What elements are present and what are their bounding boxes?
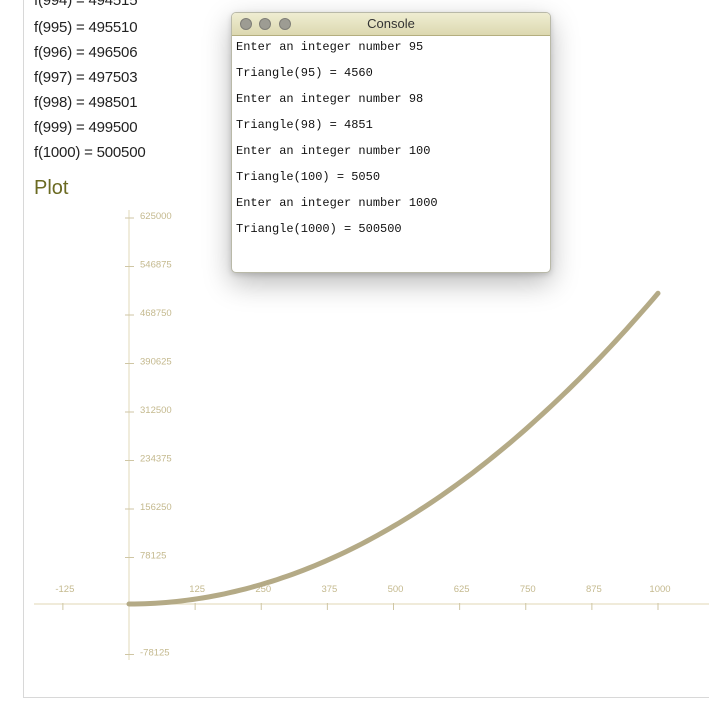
- y-tick-label: 546875: [140, 260, 172, 271]
- x-tick-label: 625: [454, 584, 470, 595]
- x-tick-label: -125: [55, 584, 74, 595]
- console-line: Triangle(95) = 4560: [236, 64, 546, 90]
- y-tick-label: 312500: [140, 405, 172, 416]
- x-tick-label: 750: [520, 584, 536, 595]
- console-line: Enter an integer number 98: [236, 90, 546, 116]
- console-line: Enter an integer number 95: [236, 38, 546, 64]
- plot-ticks: -125 125 250 375 500 625 750 875 100062500054687…: [55, 211, 670, 659]
- y-tick-label: 468750: [140, 308, 172, 319]
- console-line: Triangle(1000) = 500500: [236, 220, 546, 246]
- x-tick-label: 1000: [649, 584, 670, 595]
- x-tick-label: 375: [321, 584, 337, 595]
- x-tick-label: 875: [586, 584, 602, 595]
- console-title: Console: [232, 16, 550, 31]
- y-tick-label: 625000: [140, 211, 172, 222]
- plot-curve: [129, 293, 658, 604]
- y-tick-label: 78125: [140, 551, 166, 562]
- x-tick-label: 125: [189, 584, 205, 595]
- x-tick-label: 500: [388, 584, 404, 595]
- console-output[interactable]: Enter an integer number 95 Triangle(95) …: [232, 36, 550, 248]
- console-line: Enter an integer number 100: [236, 142, 546, 168]
- y-tick-label: 234375: [140, 454, 172, 465]
- console-line: Triangle(100) = 5050: [236, 168, 546, 194]
- y-tick-label: 156250: [140, 502, 172, 513]
- y-tick-label: -78125: [140, 648, 170, 659]
- console-line: Enter an integer number 1000: [236, 194, 546, 220]
- console-line: Triangle(98) = 4851: [236, 116, 546, 142]
- triangle-curve: [129, 293, 658, 604]
- console-window[interactable]: Console Enter an integer number 95 Trian…: [231, 12, 551, 273]
- plot-axes: [34, 210, 709, 660]
- y-tick-label: 390625: [140, 357, 172, 368]
- console-titlebar[interactable]: Console: [232, 13, 550, 36]
